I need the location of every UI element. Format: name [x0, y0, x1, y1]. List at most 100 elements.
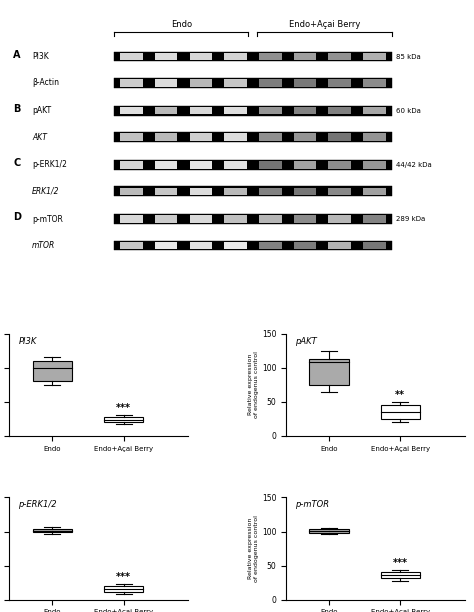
Bar — [363, 215, 386, 223]
Bar — [190, 242, 212, 249]
Bar — [328, 80, 351, 87]
Bar — [114, 241, 392, 250]
Bar — [224, 107, 247, 114]
Bar — [328, 133, 351, 141]
Text: PI3K: PI3K — [18, 337, 37, 346]
Bar — [363, 133, 386, 141]
Text: β-Actin: β-Actin — [32, 78, 59, 88]
Text: Endo+Açai Berry: Endo+Açai Berry — [289, 20, 361, 29]
Bar — [190, 215, 212, 223]
Text: C: C — [13, 158, 20, 168]
Text: pAKT: pAKT — [32, 106, 51, 115]
Bar — [294, 188, 316, 195]
Bar — [155, 107, 177, 114]
Text: ERK1/2: ERK1/2 — [32, 187, 60, 196]
Bar — [190, 80, 212, 87]
Bar — [328, 53, 351, 60]
Bar — [259, 242, 282, 249]
Text: ***: *** — [116, 403, 131, 414]
Bar — [120, 53, 143, 60]
Text: 44/42 kDa: 44/42 kDa — [396, 162, 432, 168]
Bar — [114, 160, 392, 170]
Bar — [328, 188, 351, 195]
Bar — [259, 53, 282, 60]
Bar — [190, 107, 212, 114]
Bar — [114, 187, 392, 196]
Bar — [104, 417, 143, 422]
Bar — [33, 529, 72, 532]
Bar — [381, 405, 420, 419]
Bar — [190, 161, 212, 168]
Text: A: A — [13, 50, 21, 60]
Bar — [259, 80, 282, 87]
Bar — [259, 188, 282, 195]
Text: 85 kDa: 85 kDa — [396, 54, 421, 59]
Bar — [294, 133, 316, 141]
Bar — [309, 529, 348, 533]
Bar — [224, 188, 247, 195]
Bar — [363, 188, 386, 195]
Bar — [155, 188, 177, 195]
Y-axis label: Relative expression
of endogenus control: Relative expression of endogenus control — [248, 515, 259, 582]
Bar — [224, 215, 247, 223]
Text: **: ** — [395, 390, 405, 400]
Bar — [294, 161, 316, 168]
Bar — [224, 80, 247, 87]
Bar — [224, 242, 247, 249]
Bar — [155, 242, 177, 249]
Bar — [155, 161, 177, 168]
Bar — [224, 161, 247, 168]
Bar — [363, 80, 386, 87]
Bar — [328, 215, 351, 223]
Bar — [114, 78, 392, 88]
Text: 60 kDa: 60 kDa — [396, 108, 421, 114]
Y-axis label: Relative expression
of endogenus control: Relative expression of endogenus control — [248, 351, 259, 418]
Bar — [224, 53, 247, 60]
Text: ***: *** — [393, 558, 408, 569]
Text: p-mTOR: p-mTOR — [295, 501, 329, 509]
Text: PI3K: PI3K — [32, 52, 49, 61]
Bar — [294, 53, 316, 60]
Bar — [294, 242, 316, 249]
Bar — [120, 242, 143, 249]
Bar — [363, 161, 386, 168]
Bar — [224, 133, 247, 141]
Bar — [114, 214, 392, 224]
Text: AKT: AKT — [32, 133, 47, 141]
Bar — [328, 107, 351, 114]
Bar — [294, 80, 316, 87]
Text: pAKT: pAKT — [295, 337, 317, 346]
Text: p-mTOR: p-mTOR — [32, 215, 63, 223]
Bar — [33, 361, 72, 381]
Text: 289 kDa: 289 kDa — [396, 216, 426, 222]
Bar — [120, 133, 143, 141]
Bar — [363, 53, 386, 60]
Bar — [120, 215, 143, 223]
Bar — [120, 80, 143, 87]
Bar — [155, 215, 177, 223]
Bar — [155, 53, 177, 60]
Bar — [120, 188, 143, 195]
Bar — [120, 107, 143, 114]
Text: D: D — [13, 212, 21, 222]
Bar — [328, 161, 351, 168]
Bar — [155, 80, 177, 87]
Text: mTOR: mTOR — [32, 241, 55, 250]
Bar — [259, 215, 282, 223]
Bar — [294, 215, 316, 223]
Bar — [114, 52, 392, 61]
Bar — [363, 107, 386, 114]
Bar — [328, 242, 351, 249]
Bar — [104, 586, 143, 592]
Bar — [309, 359, 348, 385]
Bar — [381, 572, 420, 578]
Bar — [294, 107, 316, 114]
Bar — [259, 161, 282, 168]
Bar — [190, 188, 212, 195]
Bar — [259, 133, 282, 141]
Text: p-ERK1/2: p-ERK1/2 — [32, 160, 67, 170]
Bar — [114, 106, 392, 116]
Text: Endo: Endo — [171, 20, 192, 29]
Bar — [190, 133, 212, 141]
Text: ***: *** — [116, 572, 131, 582]
